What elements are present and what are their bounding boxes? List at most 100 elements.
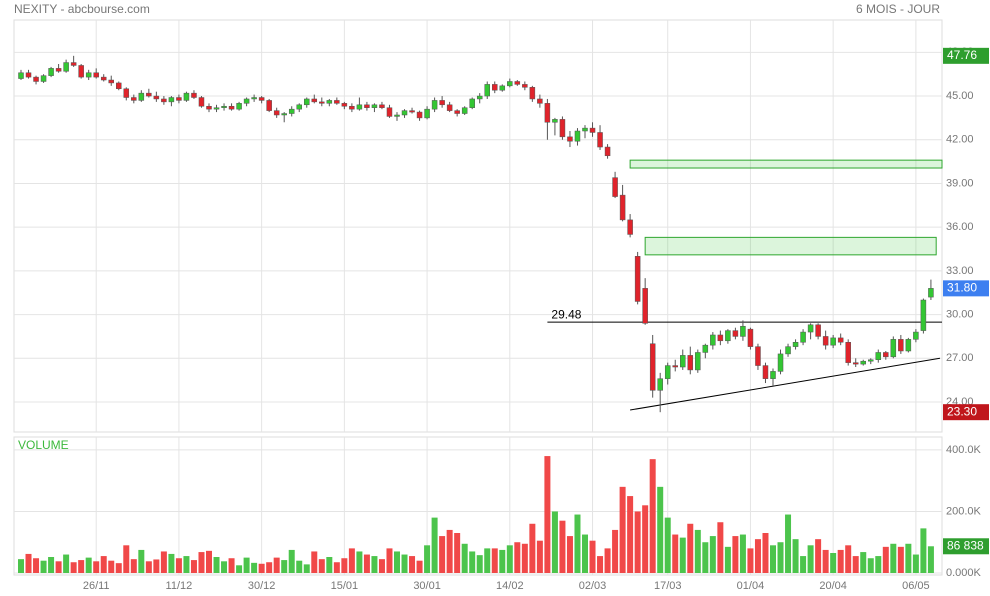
candle-body [732,330,739,337]
volume-bar [424,545,431,573]
volume-bar [213,557,220,573]
y-tick-label: 39.00 [946,177,974,189]
volume-bar [348,548,355,573]
volume-bar [341,558,348,573]
volume-bar [905,543,912,573]
volume-bar [409,556,416,573]
volume-bar [363,554,370,573]
candle-body [349,105,355,110]
volume-bar [386,548,393,573]
candle-body [807,324,814,333]
candle-body [40,75,47,82]
candle-body [868,359,874,362]
candle-body [476,95,483,100]
volume-bar [78,560,85,573]
candle-body [785,346,791,355]
candle-body [304,98,310,106]
candle-body [710,334,716,346]
chart-title: NEXITY - abcbourse.com [14,2,150,16]
volume-bar [642,505,649,573]
volume-bar [303,564,310,573]
candle-body [446,104,453,111]
volume-bar [25,553,32,573]
candle-body [567,136,573,142]
volume-bar [296,560,303,573]
volume-flag: 86 838 [947,538,984,552]
volume-bar [108,560,115,573]
volume-bar [311,551,318,573]
candle-body [123,88,130,98]
candle-body [70,62,77,66]
volume-bar [484,548,491,573]
zone [644,236,937,256]
volume-bar [702,542,709,573]
volume-bar [318,559,325,573]
candle-body [379,104,385,108]
volume-bar [649,459,656,573]
candle-body [492,84,498,91]
last-flag-box [943,280,989,297]
candle-body [409,110,415,113]
candle-body [747,328,754,347]
candle-body [529,87,536,100]
x-tick-label: 11/12 [166,580,193,592]
candle-body [792,342,799,347]
volume-bar [777,542,784,573]
volume-bar [694,529,701,573]
candle-body [725,330,731,342]
candle-body [627,219,633,235]
volume-bar [612,529,619,573]
volume-bar [236,565,243,573]
candle-body [604,146,611,157]
candle-body [717,334,724,342]
candle-body [845,342,851,363]
candle-body [311,98,318,103]
candle-body [454,110,460,114]
volume-bar [559,520,566,573]
candle-body [266,100,272,111]
trendline [630,357,941,411]
y-tick-label: 200.0K [946,505,982,517]
volume-bar [582,534,588,573]
candle-body [762,365,769,379]
candle-body [860,360,866,365]
volume-bar [476,555,483,573]
low-flag-box [943,404,989,421]
high-flag: 47.76 [947,48,977,62]
x-tick-label: 01/04 [737,580,765,592]
volume-bar [394,551,400,573]
candle-body [138,92,145,101]
volume-bar [687,523,694,573]
volume-bar [920,528,927,573]
x-tick-label: 26/11 [83,580,110,592]
volume-bar [491,548,498,573]
candle-body [386,107,393,117]
candle-body [612,177,618,197]
candle-body [416,111,423,119]
candle-body [168,97,175,103]
volume-bar [747,548,754,573]
candle-body [815,324,821,337]
candle-body [740,325,746,337]
volume-bar [815,539,822,573]
candle-body [687,355,694,371]
volume-bar [326,557,333,573]
volume-bar [145,561,152,573]
candle-body [649,343,656,391]
candle-body [883,352,889,358]
candle-body [176,97,182,101]
volume-bar [281,560,288,573]
candle-body [898,339,904,352]
candle-body [116,82,122,90]
volume-bar [589,540,596,573]
volume-bar [258,563,265,573]
volume-bar [266,562,273,573]
x-tick-label: 14/02 [496,580,524,592]
x-tick-label: 02/03 [579,580,607,592]
volume-bar [672,534,679,573]
volume-bar [431,517,438,573]
x-tick-label: 15/01 [331,580,359,592]
candle-body [198,97,205,107]
candle-body [439,100,445,106]
volume-bar [198,552,205,573]
